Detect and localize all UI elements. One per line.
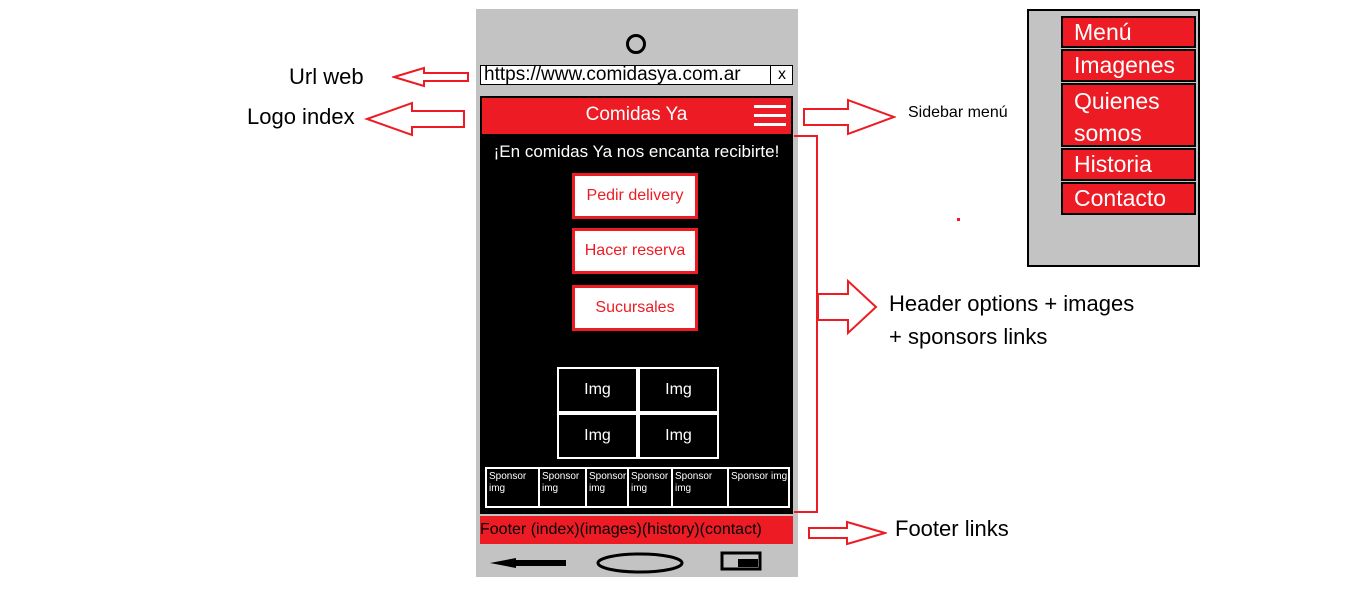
- footer-links-label: Footer links: [895, 516, 1009, 541]
- header-bar: [480, 96, 793, 136]
- sidebar-item-menu[interactable]: Menú: [1061, 16, 1196, 48]
- back-arrow-icon[interactable]: [490, 558, 566, 568]
- arrow-left-icon: [364, 101, 465, 137]
- sidebar-item-history[interactable]: Historia: [1061, 148, 1196, 181]
- sponsor-link[interactable]: Sponsor img: [731, 471, 788, 482]
- logo-index[interactable]: Comidas Ya: [585, 104, 688, 125]
- sidebar-item-about[interactable]: Quienes somos: [1061, 83, 1196, 147]
- image-cell[interactable]: Img: [638, 367, 719, 413]
- image-cell[interactable]: Img: [557, 367, 638, 413]
- sidebar-item-contact[interactable]: Contacto: [1061, 182, 1196, 215]
- phone-nav-bar: [490, 551, 762, 574]
- logo-index-label: Logo index: [247, 104, 355, 129]
- recent-apps-icon[interactable]: [720, 551, 762, 571]
- footer-links[interactable]: Footer (index)(images)(history)(contact): [480, 516, 793, 544]
- url-bar[interactable]: [480, 65, 793, 85]
- arrow-left-icon: [392, 66, 469, 88]
- url-web-label: Url web: [289, 64, 364, 89]
- hamburger-icon[interactable]: [754, 105, 786, 127]
- image-cell[interactable]: Img: [638, 413, 719, 459]
- delivery-button[interactable]: Pedir delivery: [572, 173, 698, 219]
- header-options-label: Header options + images: [889, 291, 1135, 316]
- content-bracket: [794, 135, 818, 513]
- branches-button[interactable]: Sucursales: [572, 285, 698, 331]
- sponsor-link[interactable]: Sponsor img: [673, 469, 729, 506]
- sidebar-menu-label: Sidebar menú: [908, 104, 1008, 121]
- header-options-label-line2: + sponsors links: [889, 324, 1048, 349]
- camera-icon: [626, 34, 646, 54]
- url-close-button[interactable]: x: [770, 65, 793, 85]
- home-button-icon[interactable]: [596, 552, 684, 574]
- arrow-right-icon: [817, 278, 878, 336]
- image-cell[interactable]: Img: [557, 413, 638, 459]
- arrow-right-icon: [803, 98, 896, 136]
- reservation-button[interactable]: Hacer reserva: [572, 228, 698, 274]
- sponsor-link[interactable]: Sponsor img: [540, 469, 587, 506]
- welcome-text: ¡En comidas Ya nos encanta recibirte!: [493, 142, 780, 161]
- sidebar-item-images[interactable]: Imagenes: [1061, 49, 1196, 82]
- sponsor-link[interactable]: Sponsor img: [487, 469, 540, 506]
- url-text[interactable]: https://www.comidasya.com.ar: [484, 64, 741, 85]
- stray-dot: [957, 218, 960, 221]
- sponsor-link[interactable]: Sponsor img: [629, 469, 673, 506]
- sponsor-link[interactable]: Sponsor img: [587, 469, 629, 506]
- sponsors-strip: [485, 467, 790, 508]
- arrow-right-icon: [808, 520, 887, 546]
